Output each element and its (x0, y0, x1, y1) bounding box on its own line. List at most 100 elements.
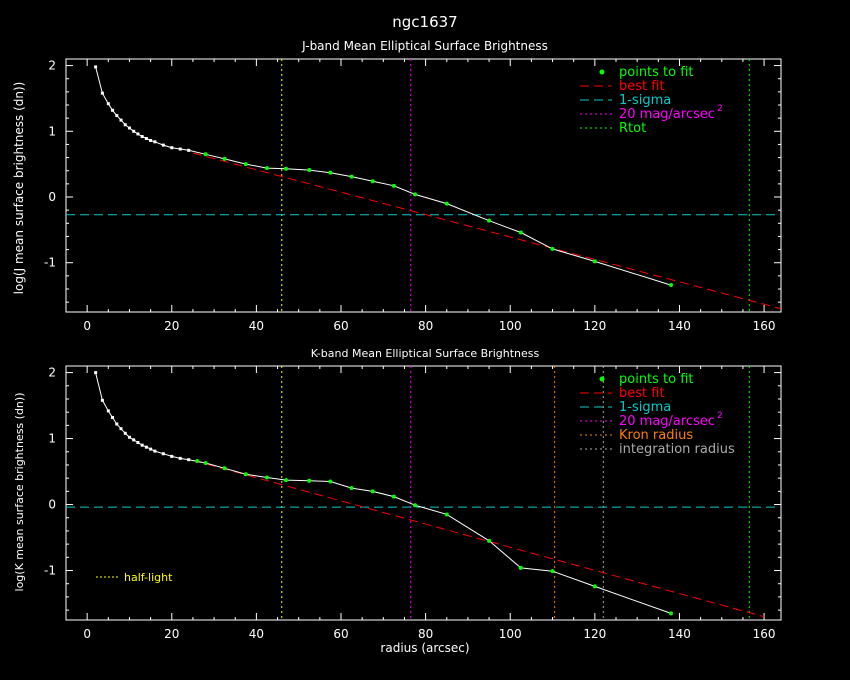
profile-point (127, 435, 131, 439)
fit-point (518, 565, 523, 570)
plot-frame (65, 58, 782, 313)
fit-point (307, 168, 312, 173)
legend-label: 20 mag/arcsec (619, 107, 715, 122)
x-tick-label: 100 (499, 319, 522, 333)
k-band-ylabel: log(K mean surface brightness (dn)) (13, 393, 26, 592)
fit-point (243, 472, 248, 477)
x-tick-label: 120 (583, 319, 606, 333)
fit-point (222, 156, 227, 161)
profile-point (149, 138, 153, 142)
legend-label: Rtot (619, 121, 646, 136)
j-band-title: J-band Mean Elliptical Surface Brightnes… (301, 39, 548, 53)
profile-point (123, 431, 127, 435)
profile-point (178, 456, 182, 460)
legend-superscript: 2 (717, 104, 723, 114)
fit-point (284, 478, 288, 483)
y-tick-label: 2 (48, 366, 56, 380)
profile-point (136, 441, 140, 445)
j-band-ylabel: log(J mean surface brightness (dn)) (12, 82, 26, 295)
best-fit-line (192, 459, 765, 618)
x-tick-label: 100 (499, 627, 522, 641)
figure-title: ngc1637 (392, 13, 457, 31)
legend-label: points to fit (619, 65, 694, 80)
fit-point (391, 183, 396, 188)
profile-point (100, 398, 104, 402)
x-tick-label: 20 (164, 627, 179, 641)
profile-point (170, 454, 174, 458)
profile-point (153, 140, 157, 144)
fit-point (349, 174, 354, 179)
fit-point (413, 192, 418, 197)
y-tick-label: 2 (48, 59, 56, 73)
fit-point (203, 152, 208, 157)
fit-point (669, 283, 673, 288)
k-band-title: K-band Mean Elliptical Surface Brightnes… (311, 347, 540, 360)
fit-point (592, 259, 597, 264)
x-tick-label: 0 (83, 627, 91, 641)
profile-point (140, 443, 144, 447)
x-tick-label: 40 (249, 627, 264, 641)
j-band-panel: J-band Mean Elliptical Surface Brightnes… (12, 39, 782, 333)
fit-point (487, 538, 492, 543)
fit-point (307, 478, 312, 483)
legend-label: 20 mag/arcsec (619, 414, 715, 429)
fit-point (669, 611, 673, 616)
profile-point (178, 147, 182, 151)
profile-point (136, 132, 140, 136)
profile-point (140, 135, 144, 139)
x-tick-label: 0 (83, 319, 91, 333)
fit-point (264, 166, 269, 171)
profile-point (187, 458, 191, 462)
fit-point (328, 479, 333, 484)
legend-sample-points (599, 69, 605, 75)
fit-point (328, 170, 333, 175)
profile-point (111, 415, 115, 419)
half-light-annotation: half-light (124, 571, 173, 584)
profile-point (111, 108, 115, 112)
legend-sample-points (599, 376, 605, 382)
x-tick-label: 20 (164, 319, 179, 333)
profile-point (132, 438, 136, 442)
y-tick-label: 1 (48, 124, 56, 138)
profile-point (115, 114, 119, 118)
x-axis-label: radius (arcsec) (380, 641, 469, 655)
profile-point (106, 102, 110, 106)
plot-frame (65, 365, 782, 621)
x-tick-label: 120 (583, 627, 606, 641)
x-tick-label: 60 (333, 627, 348, 641)
k-band-panel: K-band Mean Elliptical Surface Brightnes… (13, 347, 782, 641)
fit-point (284, 166, 288, 171)
profile-point (132, 129, 136, 133)
fit-point (444, 512, 449, 517)
profile-point (119, 118, 123, 122)
fit-point (349, 486, 354, 491)
legend-label: best fit (619, 386, 665, 401)
profile-point (161, 143, 165, 147)
profile-point (187, 148, 191, 152)
y-tick-label: 1 (48, 432, 56, 446)
fit-point (243, 162, 248, 167)
fit-point (370, 489, 375, 494)
profile-point (161, 452, 165, 456)
x-tick-label: 140 (668, 319, 691, 333)
best-fit-line (192, 152, 781, 310)
fit-point (550, 569, 555, 574)
x-tick-label: 160 (753, 319, 776, 333)
profile-point (144, 445, 148, 449)
profile-point (127, 126, 131, 130)
legend-label: 1-sigma (619, 93, 671, 108)
profile-point (106, 409, 110, 413)
x-tick-label: 80 (418, 319, 433, 333)
fit-point (413, 503, 418, 508)
fit-point (550, 246, 555, 251)
fit-point (592, 584, 597, 589)
y-tick-label: 0 (48, 498, 56, 512)
profile-point (149, 447, 153, 451)
y-tick-label: -1 (44, 564, 56, 578)
legend-superscript: 2 (717, 411, 723, 421)
profile-point (170, 146, 174, 150)
fit-point (222, 466, 227, 471)
fit-point (487, 218, 492, 223)
fit-point (518, 230, 523, 235)
